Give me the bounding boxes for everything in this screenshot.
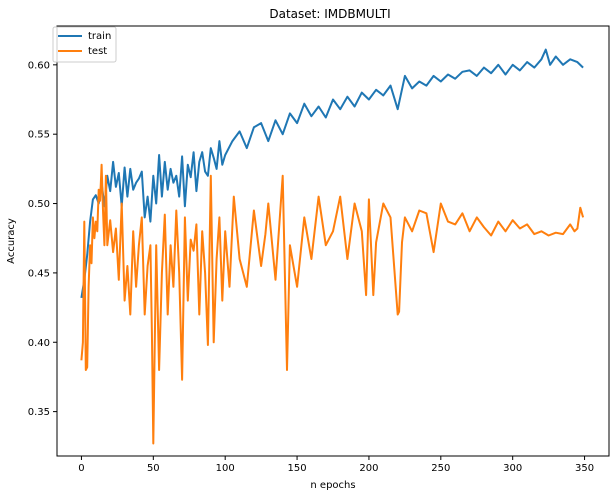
x-tick-label: 100: [216, 463, 235, 474]
y-tick-label: 0.35: [28, 407, 50, 418]
x-axis-label: n epochs: [310, 480, 355, 491]
axes-frame: [56, 25, 610, 457]
series-line-train: [80, 48, 584, 299]
x-tick-label: 150: [288, 463, 307, 474]
y-tick-label: 0.40: [28, 338, 50, 349]
x-tick-label: 200: [359, 463, 378, 474]
axes: 0 50 100 150 200 250 300 350 0.35 0.40 0.45 0.50 0.5…: [28, 60, 594, 474]
y-tick-label: 0.55: [28, 130, 50, 141]
legend-test-label: test: [88, 46, 107, 57]
x-tick-label: 300: [503, 463, 522, 474]
x-tick-label: 50: [147, 463, 160, 474]
y-tick-label: 0.50: [28, 199, 50, 210]
y-axis-label: Accuracy: [6, 218, 17, 264]
plot-area: [80, 48, 585, 445]
series-line-test: [80, 163, 585, 445]
x-tick-label: 350: [575, 463, 594, 474]
chart-title: Dataset: IMDBMULTI: [269, 7, 390, 21]
legend: train test: [52, 26, 117, 63]
x-tick-label: 0: [78, 463, 84, 474]
legend-train-label: train: [88, 31, 111, 42]
y-tick-label: 0.60: [28, 60, 50, 71]
y-tick-label: 0.45: [28, 268, 50, 279]
x-tick-label: 250: [431, 463, 450, 474]
